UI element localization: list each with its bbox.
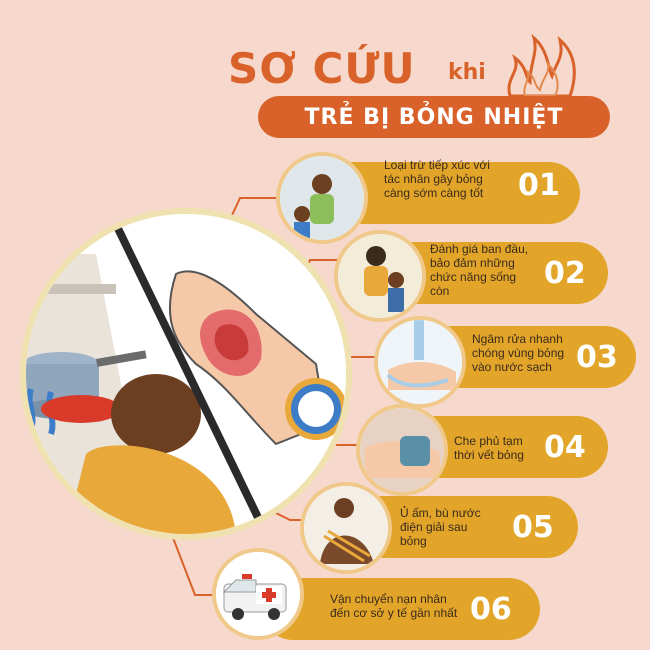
step-06-number: 06 (470, 592, 512, 627)
step-01-illustration (276, 152, 368, 244)
step-01-text: Loại trừ tiếp xúc với tác nhân gây bỏng … (384, 158, 490, 200)
step-03-illustration (374, 316, 466, 408)
step-04-number: 04 (544, 430, 586, 465)
step-04-text: Che phủ tạm thời vết bỏng (454, 434, 524, 462)
title-connector: khi (448, 60, 486, 85)
step-01-number: 01 (518, 168, 560, 203)
step-05-number: 05 (512, 510, 554, 545)
main-illustration (20, 208, 352, 540)
step-02-illustration (334, 230, 426, 322)
step-06-text: Vận chuyển nạn nhân đến cơ sở y tế gần n… (330, 592, 458, 620)
step-06-illustration (212, 548, 304, 640)
burned-hand-icon (168, 270, 346, 446)
step-05-text: Ủ ấm, bù nước điện giải sau bỏng (400, 506, 481, 548)
step-05-illustration (300, 482, 392, 574)
title-main: SƠ CỨU (228, 44, 416, 93)
step-02-text: Đánh giá ban đầu, bảo đảm những chức năn… (430, 242, 529, 298)
step-03-text: Ngâm rửa nhanh chóng vùng bỏng vào nước … (472, 332, 565, 374)
step-06-card (262, 578, 540, 640)
step-04-illustration (356, 404, 448, 496)
flame-icon (507, 33, 576, 98)
step-02-number: 02 (544, 256, 586, 291)
ambulance-icon (216, 552, 300, 636)
title-banner: TRẺ BỊ BỎNG NHIỆT (258, 96, 610, 138)
step-03-number: 03 (576, 340, 618, 375)
